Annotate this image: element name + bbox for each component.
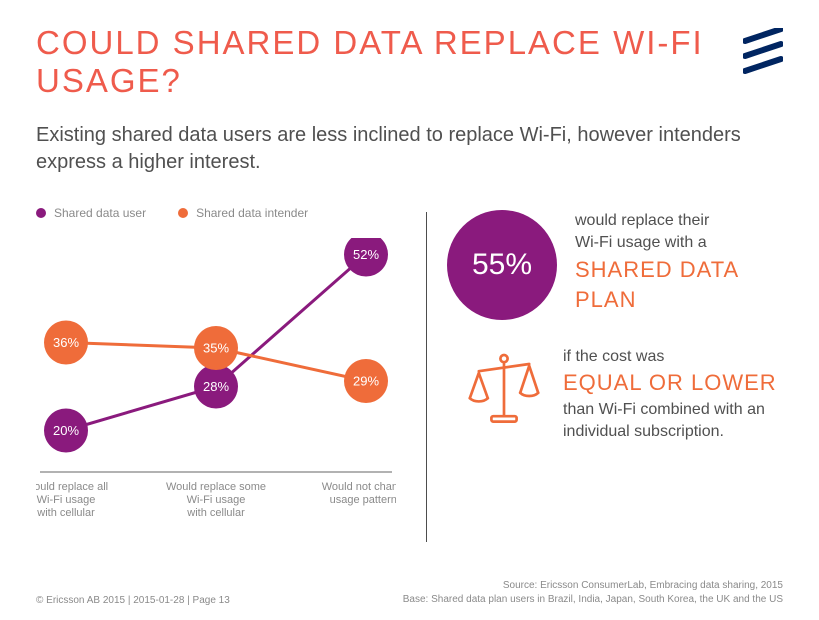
svg-text:with cellular: with cellular <box>186 507 245 519</box>
vertical-divider <box>426 212 427 542</box>
svg-text:with cellular: with cellular <box>36 507 95 519</box>
ericsson-logo-icon <box>743 28 783 79</box>
legend-label: Shared data user <box>54 206 146 220</box>
svg-text:Wi-Fi usage: Wi-Fi usage <box>37 494 96 506</box>
page-title: COULD SHARED DATA REPLACE WI-FI USAGE? <box>36 24 743 100</box>
footer-right: Source: Ericsson ConsumerLab, Embracing … <box>403 579 783 606</box>
stat-circle: 55% <box>447 210 557 320</box>
svg-text:Wi-Fi usage: Wi-Fi usage <box>187 494 246 506</box>
footer-source: Source: Ericsson ConsumerLab, Embracing … <box>403 579 783 593</box>
legend-item: Shared data intender <box>178 206 308 220</box>
line-chart: 20%28%52%36%35%29%Would replace allWi-Fi… <box>36 238 396 538</box>
footer-left: © Ericsson AB 2015 | 2015-01-28 | Page 1… <box>36 595 230 606</box>
svg-text:35%: 35% <box>203 340 229 355</box>
svg-text:usage patterns: usage patterns <box>330 494 396 506</box>
svg-text:28%: 28% <box>203 379 229 394</box>
legend-dot-icon <box>36 208 46 218</box>
legend-label: Shared data intender <box>196 206 308 220</box>
callout-text: would replace their <box>575 212 709 229</box>
legend-item: Shared data user <box>36 206 146 220</box>
callout-accent: SHARED DATA PLAN <box>575 257 738 313</box>
svg-text:Would replace some: Would replace some <box>166 481 266 493</box>
stat-text: would replace their Wi-Fi usage with a S… <box>575 210 783 316</box>
chart-legend: Shared data user Shared data intender <box>36 206 406 220</box>
footer-base: Base: Shared data plan users in Brazil, … <box>403 593 783 607</box>
legend-dot-icon <box>178 208 188 218</box>
scale-icon <box>459 346 549 436</box>
svg-text:Would not change: Would not change <box>322 481 396 493</box>
svg-text:29%: 29% <box>353 373 379 388</box>
svg-text:36%: 36% <box>53 335 79 350</box>
subheading: Existing shared data users are less incl… <box>36 122 756 176</box>
callout-accent: EQUAL OR LOWER <box>563 370 777 395</box>
stat-text: if the cost was EQUAL OR LOWER than Wi-F… <box>563 346 783 444</box>
callout-text: Wi-Fi usage with a <box>575 234 707 251</box>
svg-text:52%: 52% <box>353 247 379 262</box>
svg-text:20%: 20% <box>53 423 79 438</box>
callout-text: if the cost was <box>563 348 664 365</box>
svg-text:Would replace all: Would replace all <box>36 481 108 493</box>
callout-text: than Wi-Fi combined with an individual s… <box>563 401 765 440</box>
